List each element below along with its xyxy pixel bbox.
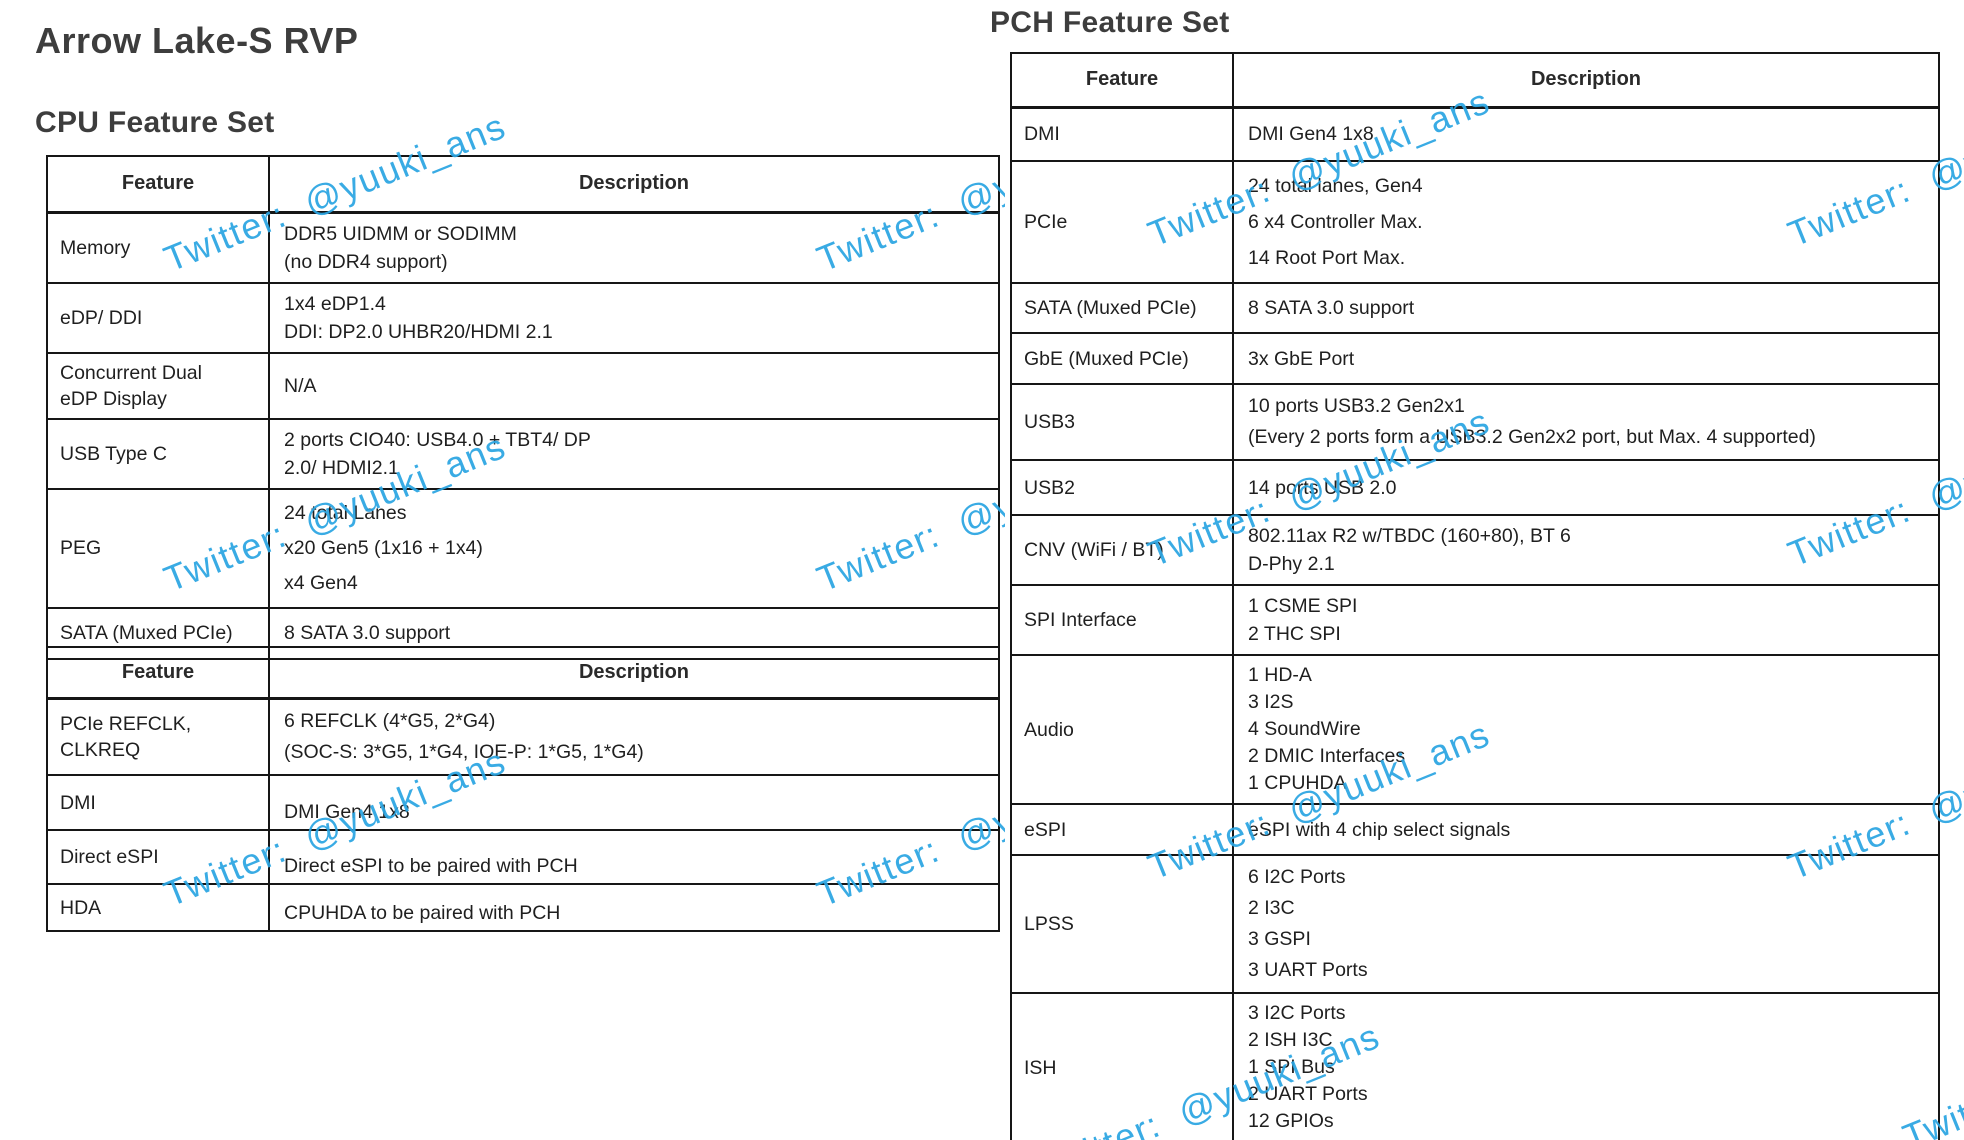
pch-section-heading: PCH Feature Set [990,6,1230,39]
feature-cell: LPSS [1010,854,1234,994]
page-title: Arrow Lake-S RVP [35,20,359,61]
description-cell: 6 REFCLK (4*G5, 2*G4) (SOC-S: 3*G5, 1*G4… [268,697,1000,776]
feature-cell: USB3 [1010,383,1234,461]
description-cell: 3x GbE Port [1232,332,1940,385]
table-row: SATA (Muxed PCIe) 8 SATA 3.0 support [1010,282,1940,334]
table-row: Audio 1 HD-A 3 I2S 4 SoundWire 2 DMIC In… [1010,654,1940,805]
pch-panel: PCH Feature Set Feature Description DMI … [985,0,1964,1140]
description-cell: eSPI with 4 chip select signals [1232,803,1940,856]
feature-cell: PCIe [1010,160,1234,284]
table-row: DMI DMI Gen4 1x8 [1010,106,1940,162]
feature-cell: HDA [46,883,270,932]
table-row: PCIe 24 total lanes, Gen4 6 x4 Controlle… [1010,160,1940,284]
description-column-header: Description [268,646,1000,700]
table-row: Memory DDR5 UIDMM or SODIMM (no DDR4 sup… [46,211,1000,284]
description-cell: 802.11ax R2 w/TBDC (160+80), BT 6 D-Phy … [1232,514,1940,586]
description-cell: 14 ports USB 2.0 [1232,459,1940,516]
description-cell: 3 I2C Ports 2 ISH I3C 1 SPI Bus 2 UART P… [1232,992,1940,1140]
table-row: PCIe REFCLK, CLKREQ 6 REFCLK (4*G5, 2*G4… [46,697,1000,776]
feature-cell: Memory [46,211,270,284]
table-row: USB Type C 2 ports CIO40: USB4.0 + TBT4/… [46,417,1000,490]
description-column-header: Description [268,155,1000,214]
table-row: Concurrent Dual eDP Display N/A [46,351,1000,420]
feature-cell: eDP/ DDI [46,281,270,354]
table-row: PEG 24 total Lanes x20 Gen5 (1x16 + 1x4)… [46,487,1000,609]
table-header-row: Feature Description [46,155,1000,214]
description-cell: N/A [268,351,1000,420]
description-cell: 2 ports CIO40: USB4.0 + TBT4/ DP 2.0/ HD… [268,417,1000,490]
description-cell: 10 ports USB3.2 Gen2x1 (Every 2 ports fo… [1232,383,1940,461]
table-row: CNV (WiFi / BT) 802.11ax R2 w/TBDC (160+… [1010,514,1940,586]
cpu-feature-table-1: Feature Description Memory DDR5 UIDMM or… [46,155,1000,660]
feature-cell: Direct eSPI [46,829,270,885]
feature-column-header: Feature [46,646,270,700]
pch-feature-table: Feature Description DMI DMI Gen4 1x8 PCI… [1010,52,1940,1140]
table-header-row: Feature Description [46,646,1000,700]
feature-cell: eSPI [1010,803,1234,856]
table-row: eSPI eSPI with 4 chip select signals [1010,803,1940,856]
description-cell: DDR5 UIDMM or SODIMM (no DDR4 support) [268,211,1000,284]
description-cell: 1 CSME SPI 2 THC SPI [1232,584,1940,656]
feature-cell: PEG [46,487,270,609]
table-row: GbE (Muxed PCIe) 3x GbE Port [1010,332,1940,385]
feature-cell: CNV (WiFi / BT) [1010,514,1234,586]
table-row: Direct eSPI Direct eSPI to be paired wit… [46,829,1000,885]
cpu-feature-table-2: Feature Description PCIe REFCLK, CLKREQ … [46,646,1000,932]
description-cell: 1 HD-A 3 I2S 4 SoundWire 2 DMIC Interfac… [1232,654,1940,805]
table-row: USB2 14 ports USB 2.0 [1010,459,1940,516]
table-row: SPI Interface 1 CSME SPI 2 THC SPI [1010,584,1940,656]
feature-cell: SPI Interface [1010,584,1234,656]
description-cell: Direct eSPI to be paired with PCH [268,829,1000,885]
description-cell: CPUHDA to be paired with PCH [268,883,1000,932]
description-cell: DMI Gen4 1x8 [268,774,1000,831]
feature-cell: USB2 [1010,459,1234,516]
feature-cell: ISH [1010,992,1234,1140]
table-row: HDA CPUHDA to be paired with PCH [46,883,1000,932]
cpu-panel: Arrow Lake-S RVP CPU Feature Set Feature… [35,20,1005,932]
description-cell: 24 total Lanes x20 Gen5 (1x16 + 1x4) x4 … [268,487,1000,609]
feature-cell: Audio [1010,654,1234,805]
feature-cell: DMI [1010,106,1234,162]
table-row: USB3 10 ports USB3.2 Gen2x1 (Every 2 por… [1010,383,1940,461]
table-header-row: Feature Description [1010,52,1940,109]
description-cell: 8 SATA 3.0 support [1232,282,1940,334]
description-cell: 24 total lanes, Gen4 6 x4 Controller Max… [1232,160,1940,284]
feature-cell: GbE (Muxed PCIe) [1010,332,1234,385]
table-row: ISH 3 I2C Ports 2 ISH I3C 1 SPI Bus 2 UA… [1010,992,1940,1140]
description-cell: 6 I2C Ports 2 I3C 3 GSPI 3 UART Ports [1232,854,1940,994]
table-row: eDP/ DDI 1x4 eDP1.4 DDI: DP2.0 UHBR20/HD… [46,281,1000,354]
feature-cell: Concurrent Dual eDP Display [46,351,270,420]
feature-column-header: Feature [1010,52,1234,109]
description-column-header: Description [1232,52,1940,109]
feature-column-header: Feature [46,155,270,214]
feature-cell: PCIe REFCLK, CLKREQ [46,697,270,776]
description-cell: DMI Gen4 1x8 [1232,106,1940,162]
table-row: DMI DMI Gen4 1x8 [46,774,1000,831]
cpu-section-heading: CPU Feature Set [35,106,275,139]
feature-cell: DMI [46,774,270,831]
description-cell: 1x4 eDP1.4 DDI: DP2.0 UHBR20/HDMI 2.1 [268,281,1000,354]
feature-cell: SATA (Muxed PCIe) [1010,282,1234,334]
feature-cell: USB Type C [46,417,270,490]
table-row: LPSS 6 I2C Ports 2 I3C 3 GSPI 3 UART Por… [1010,854,1940,994]
